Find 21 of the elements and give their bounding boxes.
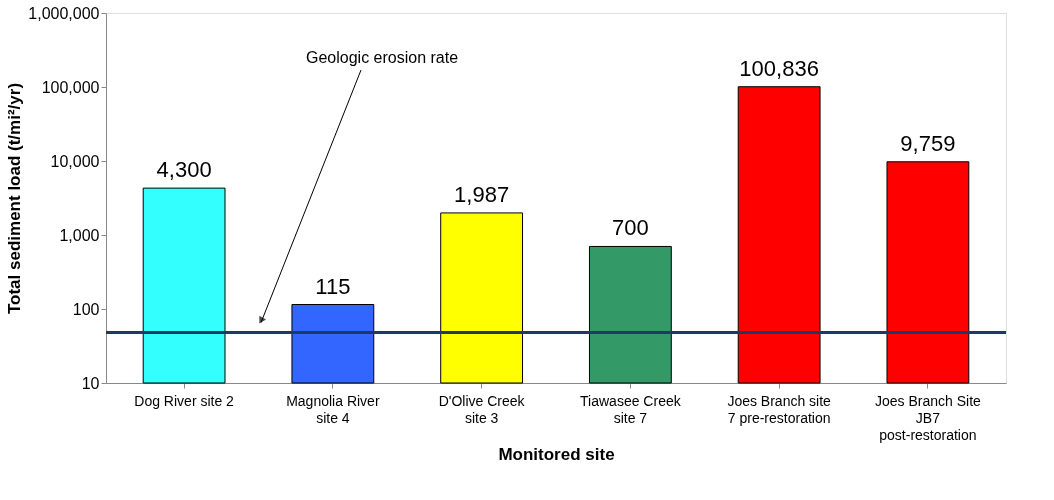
x-tick-label: Tiawasee Creek site 7 — [580, 392, 682, 426]
data-label: 1,987 — [454, 181, 510, 207]
x-tick-label: Magnolia River site 4 — [286, 392, 380, 426]
x-axis-title: Monitored site — [498, 444, 615, 464]
x-tick-label: Dog River site 2 — [134, 392, 235, 409]
y-tick-label: 1,000,000 — [28, 4, 100, 22]
y-tick-label: 1,000 — [59, 226, 100, 244]
data-label: 115 — [315, 273, 351, 299]
y-tick-label: 100,000 — [41, 78, 100, 96]
y-tick-label: 100 — [72, 300, 100, 318]
x-tick-label: Joes Branch Site JB7 post-restoration — [874, 392, 982, 443]
data-label: 700 — [612, 215, 649, 241]
y-tick-label: 10,000 — [50, 152, 100, 170]
y-tick-label: 10 — [81, 374, 100, 392]
x-tick-label: Joes Branch site 7 pre-restoration — [727, 392, 832, 426]
data-label: 9,759 — [900, 130, 956, 156]
y-axis-title: Total sediment load (t/mi²/yr) — [5, 82, 25, 315]
x-tick-label: D'Olive Creek site 3 — [438, 392, 526, 426]
data-label: 4,300 — [156, 157, 212, 183]
data-label: 100,836 — [739, 55, 819, 81]
ref-line-label: Geologic erosion rate — [306, 49, 459, 66]
